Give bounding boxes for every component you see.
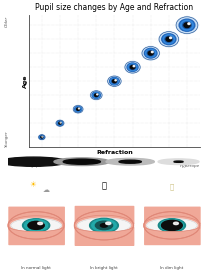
Circle shape [144,48,157,58]
Circle shape [148,51,153,55]
Circle shape [57,121,63,125]
Circle shape [130,65,136,69]
Circle shape [161,220,182,230]
Text: Myope: Myope [29,164,43,168]
Circle shape [42,136,43,137]
Circle shape [8,212,64,239]
Y-axis label: Age: Age [23,74,28,88]
Circle shape [158,219,186,232]
Circle shape [146,49,156,57]
Circle shape [90,218,118,232]
Ellipse shape [77,218,131,233]
Circle shape [181,20,193,30]
Circle shape [166,37,172,41]
Circle shape [130,66,135,69]
Circle shape [127,63,138,71]
Text: In bright light: In bright light [90,265,118,269]
Circle shape [163,35,175,44]
Circle shape [22,219,50,232]
Text: Hyperope: Hyperope [180,164,200,168]
Circle shape [128,64,137,71]
Circle shape [106,222,111,225]
Circle shape [165,36,173,42]
Circle shape [40,136,44,139]
Text: Older: Older [5,15,9,27]
Circle shape [184,23,190,27]
Circle shape [25,220,48,231]
Circle shape [162,34,176,45]
Circle shape [74,211,134,240]
Circle shape [106,158,154,165]
Circle shape [28,221,44,229]
Circle shape [75,106,82,112]
Circle shape [28,221,44,229]
Circle shape [164,221,180,229]
Circle shape [108,76,121,86]
Circle shape [142,46,159,60]
Circle shape [38,135,45,140]
Circle shape [77,108,79,110]
Circle shape [97,94,98,95]
Circle shape [92,92,100,99]
Circle shape [119,160,141,163]
Circle shape [90,91,102,100]
Circle shape [160,220,183,231]
Text: ☁: ☁ [42,187,49,193]
Circle shape [144,212,200,239]
X-axis label: Refraction: Refraction [96,150,133,155]
Circle shape [113,80,116,83]
Circle shape [176,17,198,34]
Circle shape [41,136,43,138]
Circle shape [183,22,191,29]
Text: Younger: Younger [5,130,9,147]
Circle shape [73,105,83,113]
Circle shape [60,122,61,123]
Circle shape [58,122,62,125]
Circle shape [38,222,43,225]
Circle shape [151,51,153,53]
Circle shape [147,50,154,56]
Circle shape [92,220,116,231]
Circle shape [110,78,119,85]
Circle shape [93,93,100,98]
Circle shape [54,158,110,165]
Circle shape [115,80,116,81]
Ellipse shape [11,218,61,232]
Ellipse shape [147,218,197,232]
Text: 💡: 💡 [170,183,174,190]
Circle shape [133,66,135,67]
Text: In normal light: In normal light [21,265,51,269]
Circle shape [95,221,113,230]
Text: 💡: 💡 [102,182,106,191]
Circle shape [159,32,179,47]
Circle shape [40,136,44,139]
Circle shape [41,136,43,138]
Circle shape [100,224,108,227]
Circle shape [75,107,81,111]
Text: ☀: ☀ [30,180,37,189]
Circle shape [110,78,118,84]
Circle shape [174,161,183,162]
Circle shape [125,61,140,73]
Circle shape [59,122,61,124]
Circle shape [112,79,117,83]
Circle shape [158,159,199,165]
Title: Pupil size changes by Age and Refraction: Pupil size changes by Age and Refraction [35,3,193,12]
Circle shape [56,120,64,126]
Circle shape [78,108,79,109]
Circle shape [58,122,62,124]
Circle shape [63,159,100,164]
Circle shape [173,222,178,225]
Circle shape [94,94,99,97]
Circle shape [188,23,190,25]
Circle shape [170,37,172,39]
Circle shape [0,157,67,166]
Text: In dim light: In dim light [160,265,183,269]
Circle shape [95,94,98,96]
Circle shape [76,108,80,111]
Circle shape [179,19,195,31]
